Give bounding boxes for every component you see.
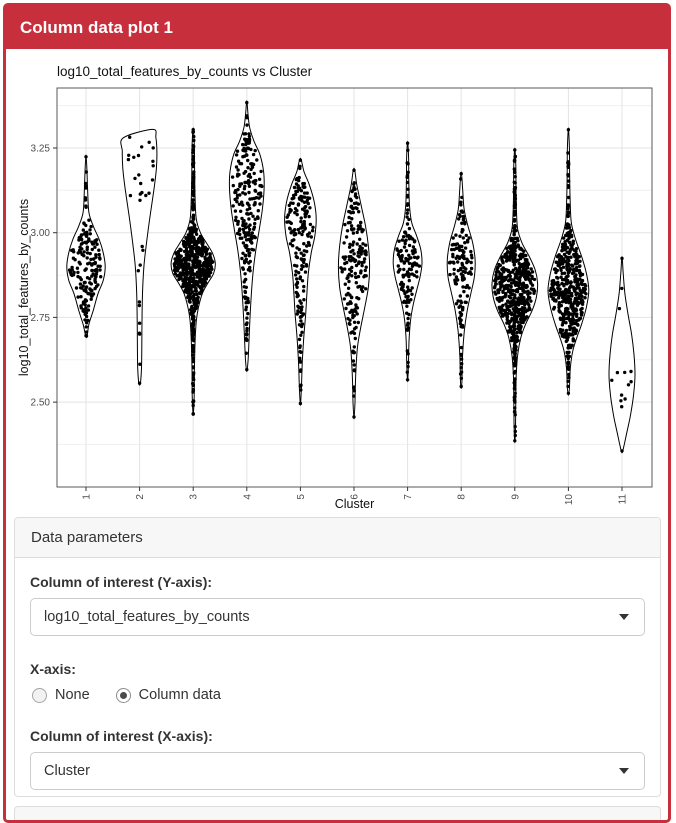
x-axis-column-select[interactable]: Cluster xyxy=(30,752,645,790)
svg-text:Cluster: Cluster xyxy=(335,497,375,510)
svg-text:7: 7 xyxy=(403,494,414,500)
svg-text:2: 2 xyxy=(135,494,146,500)
svg-text:5: 5 xyxy=(296,494,307,500)
svg-text:3.00: 3.00 xyxy=(31,228,51,239)
chevron-down-icon xyxy=(619,768,629,774)
plot-area[interactable]: 2.50 2.75 3.00 3.25 1 2 3 4 5 6 7 8 9 10 11 log10_total… xyxy=(10,60,666,510)
y-axis-column-select[interactable]: log10_total_features_by_counts xyxy=(30,598,645,636)
svg-text:8: 8 xyxy=(457,494,468,500)
x-axis-mode-label: X-axis: xyxy=(30,661,76,677)
panel-title-bar: Column data plot 1 xyxy=(6,6,668,49)
svg-text:2.50: 2.50 xyxy=(31,398,51,409)
radio-icon xyxy=(115,687,131,703)
svg-text:4: 4 xyxy=(242,494,253,500)
panel-title: Column data plot 1 xyxy=(20,18,173,37)
data-parameters-body: Column of interest (Y-axis): log10_total… xyxy=(15,558,660,790)
x-axis-radio-group: None Column data xyxy=(32,687,645,703)
svg-text:1: 1 xyxy=(82,494,93,500)
radio-none-label: None xyxy=(55,687,90,703)
data-parameters-heading-label: Data parameters xyxy=(31,529,143,546)
collapsed-panel-header[interactable] xyxy=(14,806,661,820)
violin-plot-svg: 2.50 2.75 3.00 3.25 1 2 3 4 5 6 7 8 9 10 11 log10_total… xyxy=(17,64,653,510)
x-axis-column-value: Cluster xyxy=(44,763,90,779)
x-axis-radio-column-data[interactable]: Column data xyxy=(115,687,221,703)
data-parameters-header[interactable]: Data parameters xyxy=(15,518,660,558)
svg-text:10: 10 xyxy=(564,494,575,506)
x-axis-radio-none[interactable]: None xyxy=(32,687,90,703)
chevron-down-icon xyxy=(619,614,629,620)
column-data-plot-1-panel: Column data plot 1 2.50 2.75 3.00 3.25 1 2 3 4 5… xyxy=(3,3,671,823)
radio-icon xyxy=(32,687,47,703)
svg-text:3.25: 3.25 xyxy=(31,144,51,155)
svg-text:log10_total_features_by_counts: log10_total_features_by_counts vs Cluste… xyxy=(57,64,313,79)
svg-text:6: 6 xyxy=(350,494,361,500)
y-axis-column-value: log10_total_features_by_counts xyxy=(44,609,250,625)
svg-text:9: 9 xyxy=(510,494,521,500)
svg-text:2.75: 2.75 xyxy=(31,313,51,324)
svg-text:11: 11 xyxy=(618,494,629,505)
radio-column-data-label: Column data xyxy=(138,687,221,703)
svg-text:log10_total_features_by_counts: log10_total_features_by_counts xyxy=(17,199,31,376)
x-axis-column-label: Column of interest (X-axis): xyxy=(30,728,213,744)
svg-text:3: 3 xyxy=(189,494,200,500)
data-parameters-panel: Data parameters Column of interest (Y-ax… xyxy=(14,517,661,797)
y-axis-column-label: Column of interest (Y-axis): xyxy=(30,574,213,590)
